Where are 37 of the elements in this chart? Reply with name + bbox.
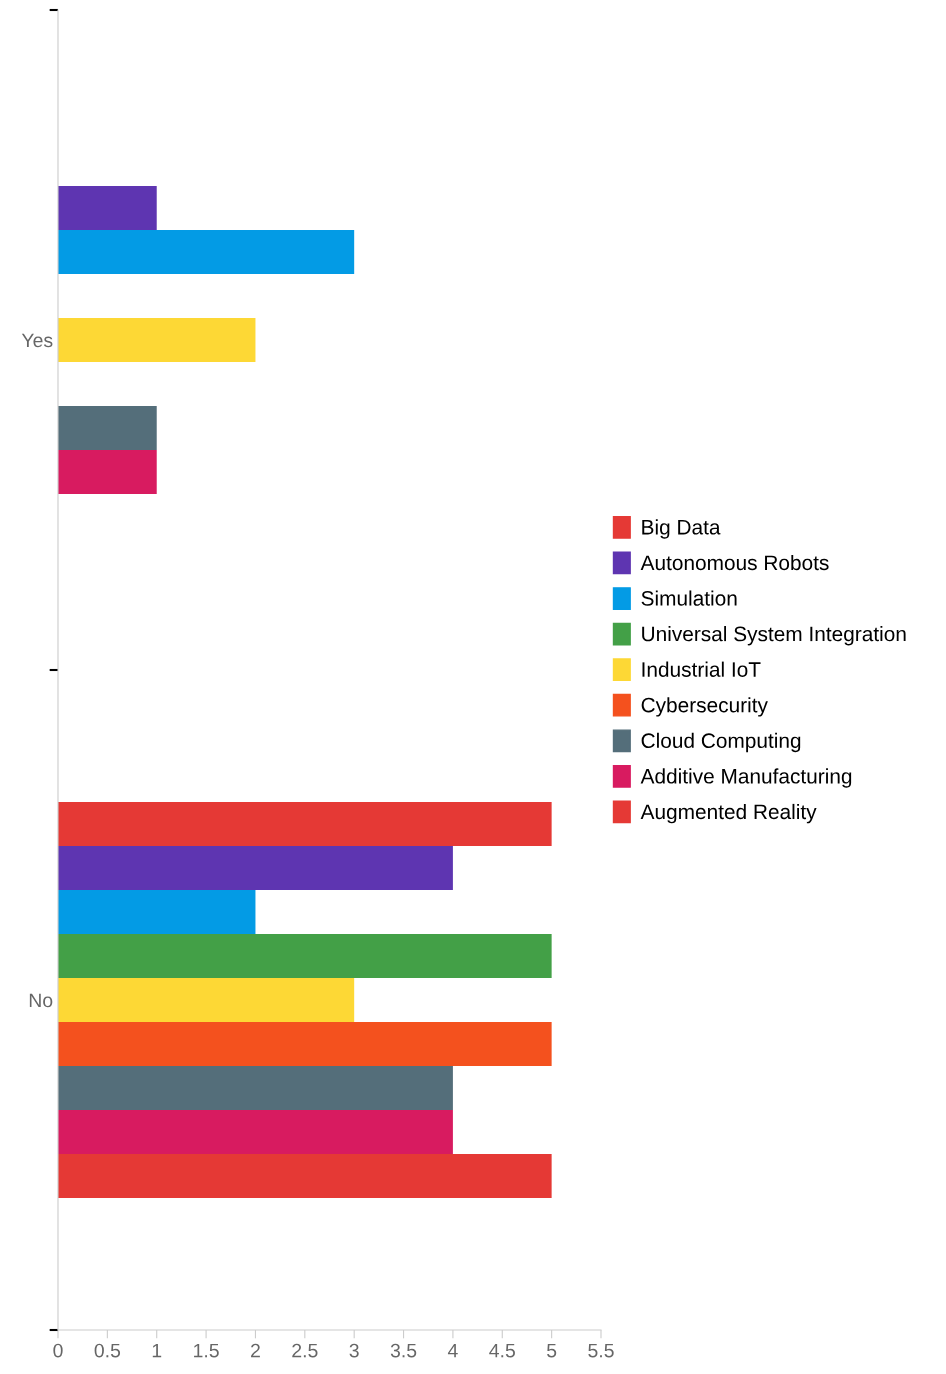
bar <box>58 1066 453 1110</box>
y-tick-label: No <box>29 993 53 1008</box>
x-tick-label: 2 <box>251 1343 260 1358</box>
bar <box>58 890 256 934</box>
bar <box>58 318 256 362</box>
legend-label: Cloud Computing <box>641 732 801 753</box>
x-tick-label: 4.5 <box>489 1343 515 1358</box>
x-tick-label: 5 <box>547 1343 557 1358</box>
bar <box>58 450 157 494</box>
x-tick-label: 3.5 <box>390 1343 417 1358</box>
y-tick-label: Yes <box>21 333 53 348</box>
legend-label: Universal System Integration <box>642 626 906 646</box>
x-tick-label: 2.5 <box>292 1343 318 1358</box>
x-tick-label: 0 <box>53 1343 63 1358</box>
bar <box>58 802 552 846</box>
x-tick-label: 1 <box>152 1343 162 1358</box>
bar <box>58 406 157 450</box>
x-tick-label: 1.5 <box>194 1343 219 1358</box>
x-tick-label: 5.5 <box>588 1343 614 1358</box>
bar <box>58 1154 552 1198</box>
x-tick-label: 0.5 <box>94 1343 121 1358</box>
legend-label: Additive Manufacturing <box>640 768 852 788</box>
x-tick-label: 4 <box>447 1343 458 1358</box>
bar <box>58 230 355 274</box>
bar <box>58 978 355 1022</box>
bar <box>58 186 157 230</box>
x-tick-label: 3 <box>349 1343 359 1358</box>
bar <box>58 1022 552 1066</box>
legend-label: Cybersecurity <box>641 697 768 717</box>
legend-label: Autonomous Robots <box>640 554 829 571</box>
bar <box>58 1110 453 1154</box>
legend-label: Big Data <box>642 519 721 539</box>
legend-label: Augmented Reality <box>640 803 817 824</box>
legend-label: Simulation <box>641 590 737 606</box>
legend-label: Industrial IoT <box>642 661 761 677</box>
bar <box>58 846 453 890</box>
bar <box>58 934 552 978</box>
